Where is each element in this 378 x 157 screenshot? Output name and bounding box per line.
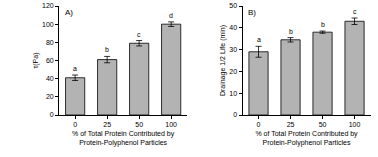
svg-text:% of Total Protein Contributed: % of Total Protein Contributed byProtein… [72, 130, 175, 147]
svg-text:τ(Pa): τ(Pa) [32, 53, 40, 69]
svg-text:50: 50 [319, 121, 327, 128]
svg-text:40: 40 [229, 24, 237, 31]
svg-text:60: 60 [46, 57, 54, 64]
svg-text:a: a [73, 65, 77, 72]
svg-text:b: b [321, 21, 325, 28]
svg-text:b: b [105, 46, 109, 53]
svg-text:40: 40 [46, 75, 54, 82]
svg-text:50: 50 [135, 121, 143, 128]
svg-text:a: a [257, 36, 261, 43]
svg-text:c: c [137, 31, 141, 38]
svg-text:25: 25 [287, 121, 295, 128]
svg-text:Drainage 1/2 Life (min): Drainage 1/2 Life (min) [219, 25, 227, 96]
svg-text:A): A) [65, 8, 73, 17]
svg-text:c: c [353, 8, 357, 15]
svg-text:100: 100 [165, 121, 177, 128]
svg-text:30: 30 [229, 46, 237, 53]
svg-text:20: 20 [46, 93, 54, 100]
svg-text:25: 25 [103, 121, 111, 128]
svg-text:0: 0 [50, 111, 54, 118]
svg-text:20: 20 [229, 68, 237, 75]
svg-text:0: 0 [257, 121, 261, 128]
svg-text:100: 100 [349, 121, 361, 128]
svg-text:100: 100 [42, 21, 54, 28]
svg-text:B): B) [248, 8, 256, 17]
svg-text:120: 120 [42, 2, 54, 9]
svg-text:b: b [289, 28, 293, 35]
svg-text:80: 80 [46, 39, 54, 46]
svg-text:50: 50 [229, 2, 237, 9]
svg-text:0: 0 [73, 121, 77, 128]
svg-text:d: d [169, 12, 173, 19]
svg-text:0: 0 [233, 111, 237, 118]
svg-text:% of Total Protein Contributed: % of Total Protein Contributed byProtein… [255, 130, 358, 147]
svg-text:10: 10 [229, 90, 237, 97]
